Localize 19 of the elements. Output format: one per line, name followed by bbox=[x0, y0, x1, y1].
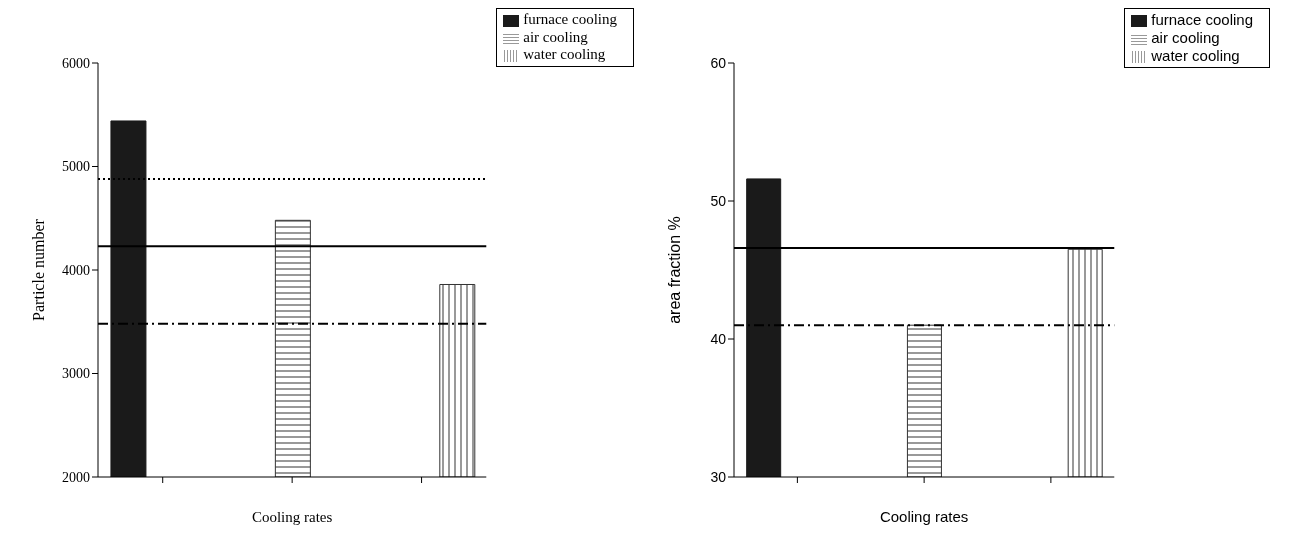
y-tick-label: 30 bbox=[710, 468, 727, 485]
legend-label: water cooling bbox=[1151, 47, 1240, 65]
x-axis-title: Cooling rates bbox=[251, 509, 333, 525]
y-tick-label: 4000 bbox=[62, 262, 90, 278]
legend-label: air cooling bbox=[523, 28, 588, 45]
y-tick-label: 5000 bbox=[62, 159, 90, 175]
y-axis-title: area fraction % bbox=[665, 216, 683, 324]
legend-label: furnace cooling bbox=[523, 11, 617, 27]
y-axis-title: Particle number bbox=[29, 218, 47, 321]
legend-label: water cooling bbox=[523, 46, 606, 63]
legend-label: furnace cooling bbox=[1151, 11, 1253, 28]
y-tick-label: 60 bbox=[710, 54, 727, 71]
y-tick-label: 40 bbox=[710, 330, 727, 347]
y-tick-label: 50 bbox=[710, 192, 727, 209]
y-tick-label: 2000 bbox=[62, 469, 90, 485]
y-tick-label: 6000 bbox=[62, 55, 90, 71]
x-axis-title: Cooling rates bbox=[879, 508, 969, 525]
legend-label: air cooling bbox=[1151, 29, 1220, 47]
y-tick-label: 3000 bbox=[62, 366, 90, 382]
